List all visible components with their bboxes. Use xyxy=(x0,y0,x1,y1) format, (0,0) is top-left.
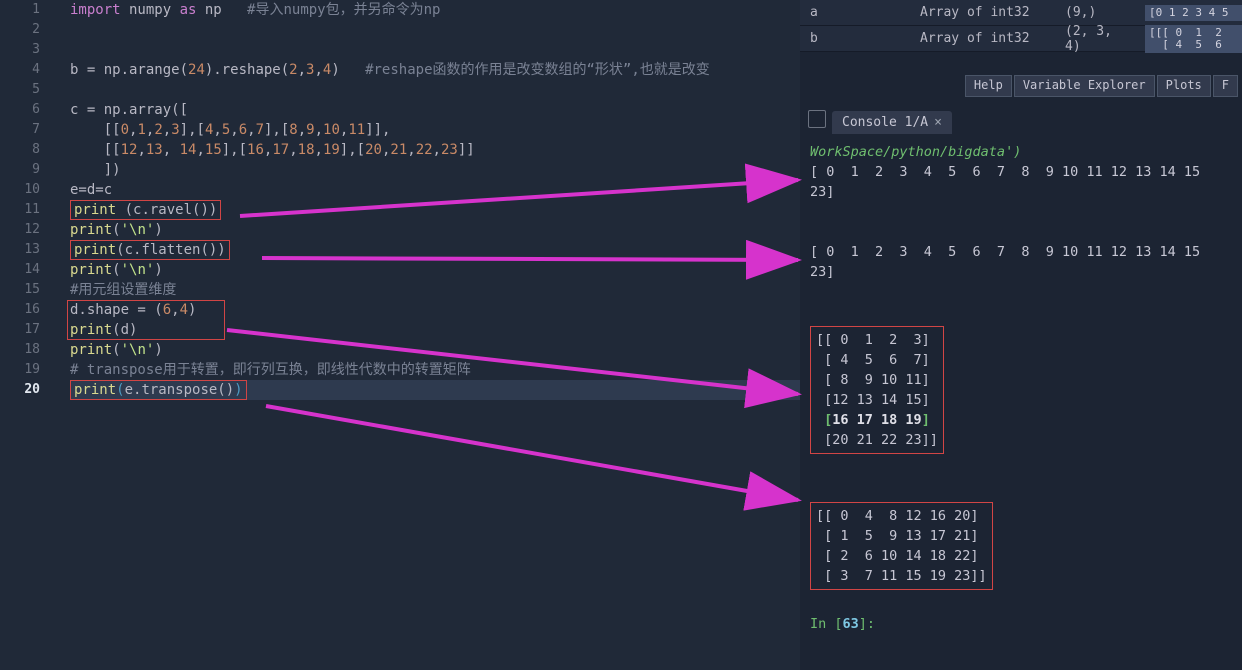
tab-variable-explorer[interactable]: Variable Explorer xyxy=(1014,75,1155,97)
console-options-icon[interactable] xyxy=(808,110,826,128)
panel-tabs[interactable]: HelpVariable ExplorerPlotsF xyxy=(800,75,1242,97)
console-tabs[interactable]: Console 1/A × xyxy=(800,100,1242,134)
code-editor[interactable]: 1234567891011121314151617181920 import n… xyxy=(0,0,800,670)
gutter: 1234567891011121314151617181920 xyxy=(0,0,50,670)
console-tab[interactable]: Console 1/A × xyxy=(832,111,952,134)
tab-plots[interactable]: Plots xyxy=(1157,75,1211,97)
console-tab-label: Console 1/A xyxy=(842,115,928,130)
variable-row[interactable]: aArray of int32(9,)[0 1 2 3 4 5 xyxy=(800,0,1242,26)
close-icon[interactable]: × xyxy=(934,115,942,130)
variable-row[interactable]: bArray of int32(2, 3, 4)[[[ 0 1 2 [ 4 5 … xyxy=(800,26,1242,52)
tab-f[interactable]: F xyxy=(1213,75,1238,97)
code-area[interactable]: import numpy as np #导入numpy包，并另命令为npb = … xyxy=(70,0,800,400)
variable-table[interactable]: aArray of int32(9,)[0 1 2 3 4 5bArray of… xyxy=(800,0,1242,52)
right-panel: aArray of int32(9,)[0 1 2 3 4 5bArray of… xyxy=(800,0,1242,670)
tab-help[interactable]: Help xyxy=(965,75,1012,97)
console-output[interactable]: WorkSpace/python/bigdata') [ 0 1 2 3 4 5… xyxy=(800,134,1242,642)
console-panel[interactable]: Console 1/A × WorkSpace/python/bigdata')… xyxy=(800,100,1242,670)
